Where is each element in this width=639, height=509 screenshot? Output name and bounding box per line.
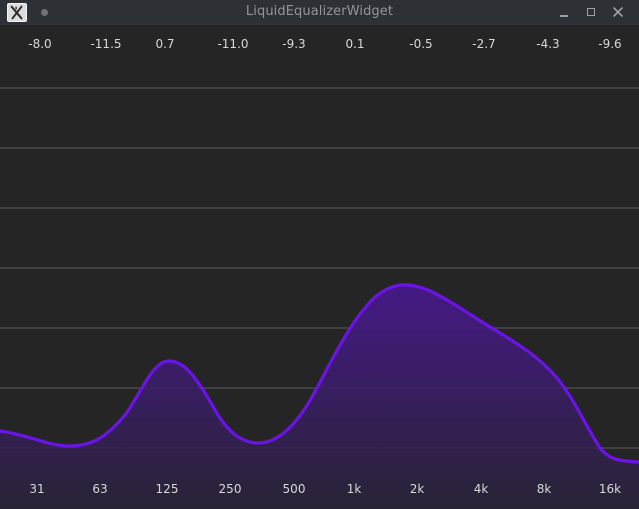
- close-icon[interactable]: [610, 4, 626, 20]
- minimize-icon[interactable]: [556, 4, 572, 20]
- band-label-63: 63: [92, 482, 108, 496]
- band-label-125: 125: [155, 482, 179, 496]
- band-label-500: 500: [282, 482, 306, 496]
- gain-label-63[interactable]: -11.5: [90, 37, 122, 51]
- gain-label-1k[interactable]: 0.1: [345, 37, 365, 51]
- gain-label-8k[interactable]: -4.3: [536, 37, 560, 51]
- band-label-2k: 2k: [409, 482, 425, 496]
- gain-label-2k[interactable]: -0.5: [409, 37, 433, 51]
- pin-dot-icon[interactable]: [41, 9, 48, 16]
- band-label-4k: 4k: [473, 482, 489, 496]
- gain-label-500[interactable]: -9.3: [282, 37, 306, 51]
- equalizer-graph[interactable]: [0, 25, 639, 509]
- window-title: LiquidEqualizerWidget: [245, 4, 394, 19]
- title-bar[interactable]: LiquidEqualizerWidget: [0, 0, 639, 25]
- gain-label-125[interactable]: 0.7: [155, 37, 175, 51]
- band-label-31: 31: [29, 482, 45, 496]
- gain-label-16k[interactable]: -9.6: [598, 37, 622, 51]
- band-label-8k: 8k: [536, 482, 552, 496]
- band-label-250: 250: [218, 482, 242, 496]
- gain-label-31[interactable]: -8.0: [28, 37, 52, 51]
- eq-curve-fill: [0, 284, 639, 509]
- band-label-16k: 16k: [598, 482, 622, 496]
- equalizer-canvas[interactable]: -8.0 -11.5 0.7 -11.0 -9.3 0.1 -0.5 -2.7 …: [0, 25, 639, 509]
- eq-curve[interactable]: [0, 283, 639, 464]
- gain-label-4k[interactable]: -2.7: [472, 37, 496, 51]
- x-app-icon[interactable]: [7, 3, 27, 22]
- maximize-icon[interactable]: [583, 4, 599, 20]
- band-label-1k: 1k: [346, 482, 362, 496]
- gain-label-250[interactable]: -11.0: [217, 37, 249, 51]
